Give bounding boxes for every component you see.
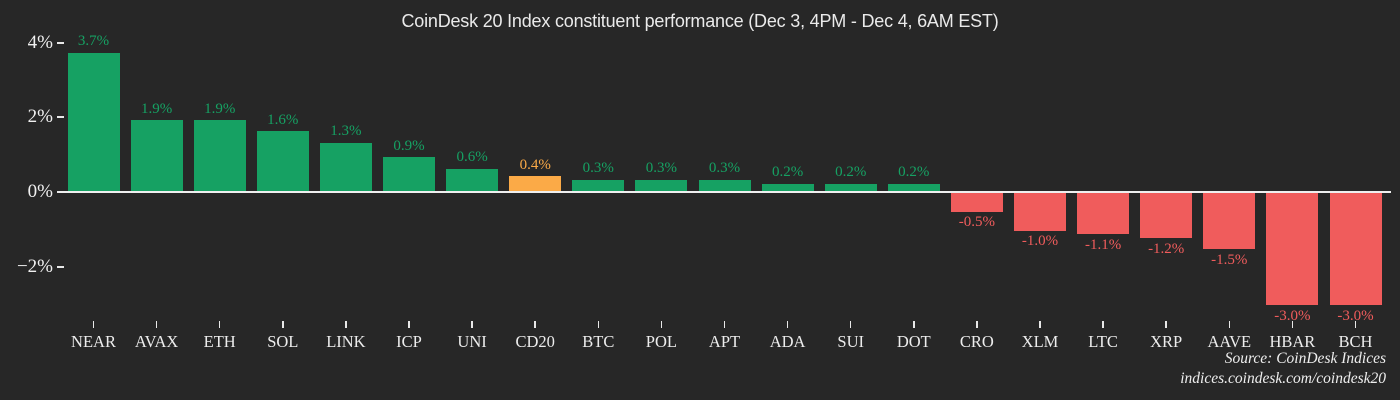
source-attribution: Source: CoinDesk Indices indices.coindes…: [1180, 349, 1386, 388]
x-axis-label-sui: SUI: [837, 332, 864, 351]
bar-value-label: 0.2%: [835, 164, 867, 181]
y-axis-tick-mark: [57, 116, 64, 119]
x-axis-tick-mark: [282, 321, 284, 328]
x-axis-label-bch: BCH: [1338, 332, 1373, 351]
x-axis-tick-mark: [218, 321, 221, 328]
bar-sol: [256, 131, 309, 191]
bar-value-label: 1.9%: [140, 100, 173, 117]
bar-apt: [698, 179, 751, 191]
x-axis-label-eth: ETH: [203, 332, 236, 351]
x-axis-label-cro: CRO: [959, 332, 994, 351]
x-axis-tick-mark: [345, 321, 347, 328]
bar-value-label: 3.7%: [77, 33, 110, 50]
x-axis-tick-mark: [155, 321, 158, 328]
x-axis-label-sol: SOL: [267, 332, 299, 351]
x-axis-tick-mark: [92, 321, 95, 328]
x-axis-label-aave: AAVE: [1207, 332, 1252, 351]
zero-axis-line: [59, 190, 1391, 194]
x-axis-label-apt: APT: [708, 332, 741, 351]
x-axis-label-cd20: CD20: [515, 332, 555, 351]
bar-uni: [446, 168, 499, 191]
y-axis-tick-label: 2%: [27, 106, 53, 128]
bar-pol: [635, 179, 688, 191]
bar-ada: [761, 183, 814, 191]
x-axis-label-uni: UNI: [457, 332, 487, 351]
x-axis-label-ada: ADA: [769, 332, 806, 351]
bar-icp: [383, 157, 435, 191]
bar-value-label: 0.4%: [519, 156, 551, 173]
bar-value-label: -1.0%: [1021, 233, 1059, 250]
x-axis-label-xrp: XRP: [1150, 332, 1183, 351]
x-axis-tick-mark: [534, 321, 536, 328]
bar-dot: [887, 183, 940, 191]
y-axis-tick-label: −2%: [16, 255, 53, 277]
bar-btc: [572, 179, 625, 191]
chart-title: CoinDesk 20 Index constituent performanc…: [401, 11, 999, 31]
bar-cro: [950, 193, 1003, 212]
bar-sui: [824, 183, 877, 191]
bar-bch: [1329, 193, 1382, 306]
bar-value-label: 0.6%: [456, 149, 488, 166]
y-axis-tick-label: 0%: [27, 181, 53, 202]
x-axis-tick-mark: [408, 321, 410, 328]
x-axis-label-dot: DOT: [896, 332, 931, 351]
bar-value-label: 0.2%: [771, 164, 804, 181]
bar-cd20: [509, 176, 562, 191]
x-axis-tick-mark: [1102, 321, 1104, 328]
bar-value-label: 1.9%: [204, 100, 236, 117]
x-axis-tick-mark: [976, 321, 978, 328]
x-axis-tick-mark: [1165, 321, 1167, 328]
x-axis-tick-mark: [786, 321, 789, 328]
bar-value-label: -1.1%: [1084, 236, 1122, 253]
bar-value-label: 0.3%: [582, 160, 614, 177]
x-axis-tick-mark: [1039, 321, 1041, 328]
bar-value-label: -3.0%: [1274, 307, 1311, 324]
x-axis-tick-mark: [1354, 321, 1357, 328]
x-axis-tick-mark: [597, 321, 600, 328]
x-axis-tick-mark: [849, 321, 852, 328]
x-axis-tick-mark: [1228, 321, 1231, 328]
x-axis-tick-mark: [660, 321, 663, 328]
x-axis-tick-mark: [913, 321, 915, 328]
source-url: indices.coindesk.com/coindesk20: [1180, 369, 1386, 387]
bar-eth: [193, 120, 246, 191]
bar-value-label: 0.2%: [898, 164, 930, 181]
x-axis-label-hbar: HBAR: [1269, 332, 1316, 351]
bar-value-label: -0.5%: [958, 214, 996, 231]
x-axis-label-link: LINK: [326, 332, 366, 351]
bar-value-label: 1.6%: [267, 111, 299, 128]
bar-avax: [130, 120, 183, 191]
bar-value-label: 0.9%: [393, 137, 425, 154]
x-axis-label-icp: ICP: [396, 332, 422, 351]
bar-value-label: -1.5%: [1211, 251, 1248, 268]
x-axis-tick-mark: [723, 321, 726, 328]
x-axis-label-near: NEAR: [71, 332, 116, 351]
x-axis-label-btc: BTC: [582, 332, 615, 351]
x-axis-label-pol: POL: [645, 332, 677, 351]
bar-value-label: -3.0%: [1337, 307, 1374, 324]
source-line: Source: CoinDesk Indices: [1224, 350, 1386, 367]
x-axis-label-xlm: XLM: [1021, 332, 1059, 351]
bar-xrp: [1140, 193, 1193, 239]
bar-xlm: [1014, 193, 1066, 231]
bar-value-label: 1.3%: [330, 123, 362, 139]
x-axis-tick-mark: [471, 321, 473, 328]
bar-ltc: [1077, 193, 1130, 235]
bar-value-label: 0.3%: [645, 160, 678, 177]
bar-value-label: -1.2%: [1148, 240, 1185, 257]
bar-value-label: 0.3%: [708, 160, 741, 177]
bar-hbar: [1266, 193, 1319, 306]
bar-near: [67, 52, 120, 191]
y-axis-tick-label: 4%: [27, 31, 53, 53]
bar-aave: [1203, 193, 1256, 250]
y-axis-tick-mark: [57, 265, 64, 268]
bar-link: [319, 142, 372, 191]
x-axis-label-avax: AVAX: [134, 332, 179, 351]
y-axis-tick-mark: [57, 41, 64, 44]
x-axis-label-ltc: LTC: [1088, 332, 1118, 351]
x-axis-tick-mark: [1291, 321, 1294, 328]
